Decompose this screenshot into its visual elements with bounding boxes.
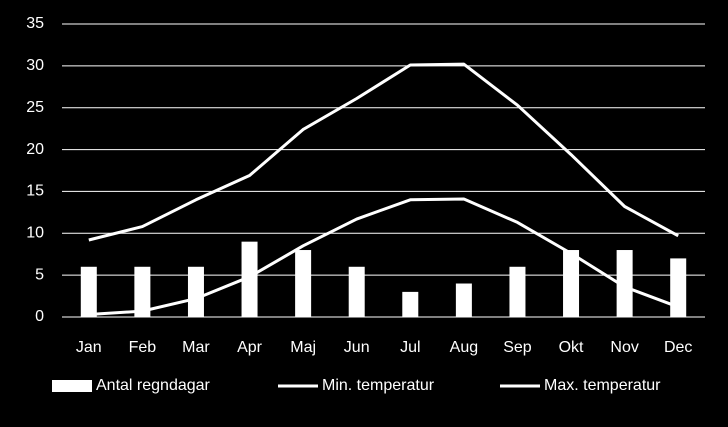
legend-label: Antal regndagar [96, 377, 211, 394]
bar [134, 266, 151, 317]
x-tick-label: Dec [664, 339, 692, 356]
y-tick-label: 5 [35, 266, 44, 283]
x-tick-label: Aug [450, 339, 478, 356]
bar [187, 266, 204, 317]
legend-label: Max. temperatur [544, 377, 661, 394]
bar [455, 283, 472, 317]
legend-swatch [52, 380, 92, 392]
x-tick-label: Feb [129, 339, 157, 356]
y-tick-label: 15 [26, 183, 44, 200]
y-tick-label: 0 [35, 308, 44, 325]
bar [348, 266, 365, 317]
legend-label: Min. temperatur [322, 377, 435, 394]
x-tick-label: Nov [610, 339, 638, 356]
bar [80, 266, 97, 317]
x-tick-label: Mar [182, 339, 210, 356]
line-series [88, 62, 679, 242]
x-tick-label: Jul [400, 339, 420, 356]
y-tick-label: 25 [26, 99, 44, 116]
y-tick-label: 20 [26, 141, 44, 158]
bar [670, 258, 687, 317]
x-tick-label: Sep [503, 339, 532, 356]
x-tick-label: Okt [559, 339, 584, 356]
y-tick-label: 30 [26, 57, 44, 74]
x-tick-label: Jun [344, 339, 370, 356]
bar [509, 266, 526, 317]
x-tick-label: Jan [76, 339, 102, 356]
y-tick-label: 35 [26, 15, 44, 32]
line-series [88, 197, 679, 316]
bar [616, 250, 633, 317]
y-tick-label: 10 [26, 225, 44, 242]
x-tick-label: Apr [237, 339, 263, 356]
bar [563, 250, 580, 317]
bar [241, 241, 258, 317]
x-tick-label: Maj [290, 339, 316, 356]
bar [402, 291, 419, 317]
bar [295, 250, 312, 317]
